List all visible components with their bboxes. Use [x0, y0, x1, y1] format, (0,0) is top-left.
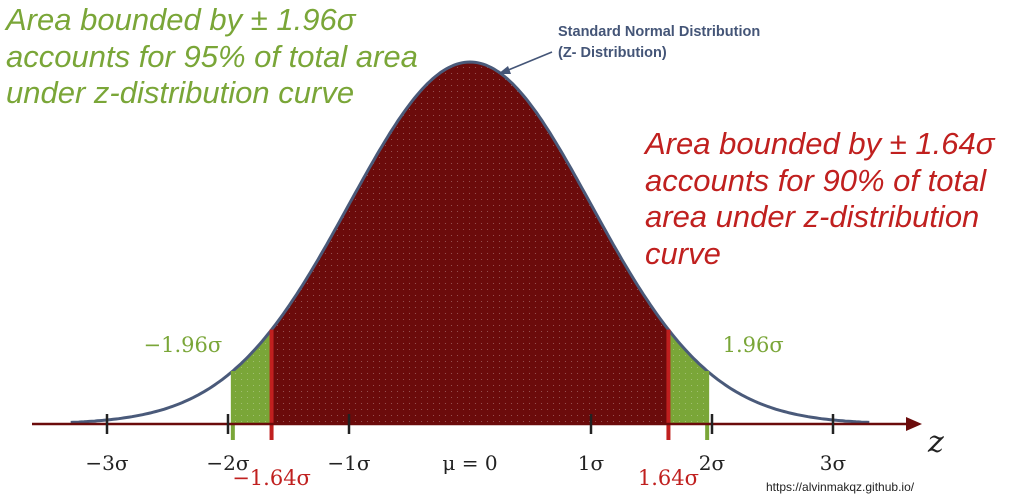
tick-label-1: −2σ — [206, 451, 249, 475]
tick-label-2: −1σ — [327, 451, 370, 475]
tick-label-6: 3σ — [820, 451, 847, 475]
z-axis-arrow — [906, 417, 922, 431]
title-pointer-arrow-line — [505, 51, 553, 72]
bound-label-1: 1.96σ — [723, 333, 784, 357]
z-axis-label: z — [927, 425, 944, 460]
chart-title-block: Standard Normal Distribution (Z- Distrib… — [558, 22, 760, 64]
chart-subtitle: (Z- Distribution) — [558, 45, 667, 62]
annotation-95-percent: Area bounded by ± 1.96σ accounts for 95%… — [6, 2, 418, 111]
tick-label-3: μ = 0 — [442, 451, 497, 475]
region-90-percent-texture — [271, 62, 669, 424]
source-url: https://alvinmakqz.github.io/ — [766, 480, 915, 494]
bound-label-3: 1.64σ — [638, 466, 699, 490]
normal-curve — [70, 60, 870, 424]
title-pointer-arrowhead — [498, 66, 511, 74]
tick-label-0: −3σ — [85, 451, 128, 475]
bound-label-0: −1.96σ — [143, 333, 222, 357]
tick-label-4: 1σ — [578, 451, 605, 475]
bound-label-2: −1.64σ — [232, 466, 311, 490]
annotation-90-percent: Area bounded by ± 1.64σ accounts for 90%… — [645, 126, 995, 271]
chart-title: Standard Normal Distribution — [558, 24, 761, 40]
tick-label-5: 2σ — [699, 451, 726, 475]
